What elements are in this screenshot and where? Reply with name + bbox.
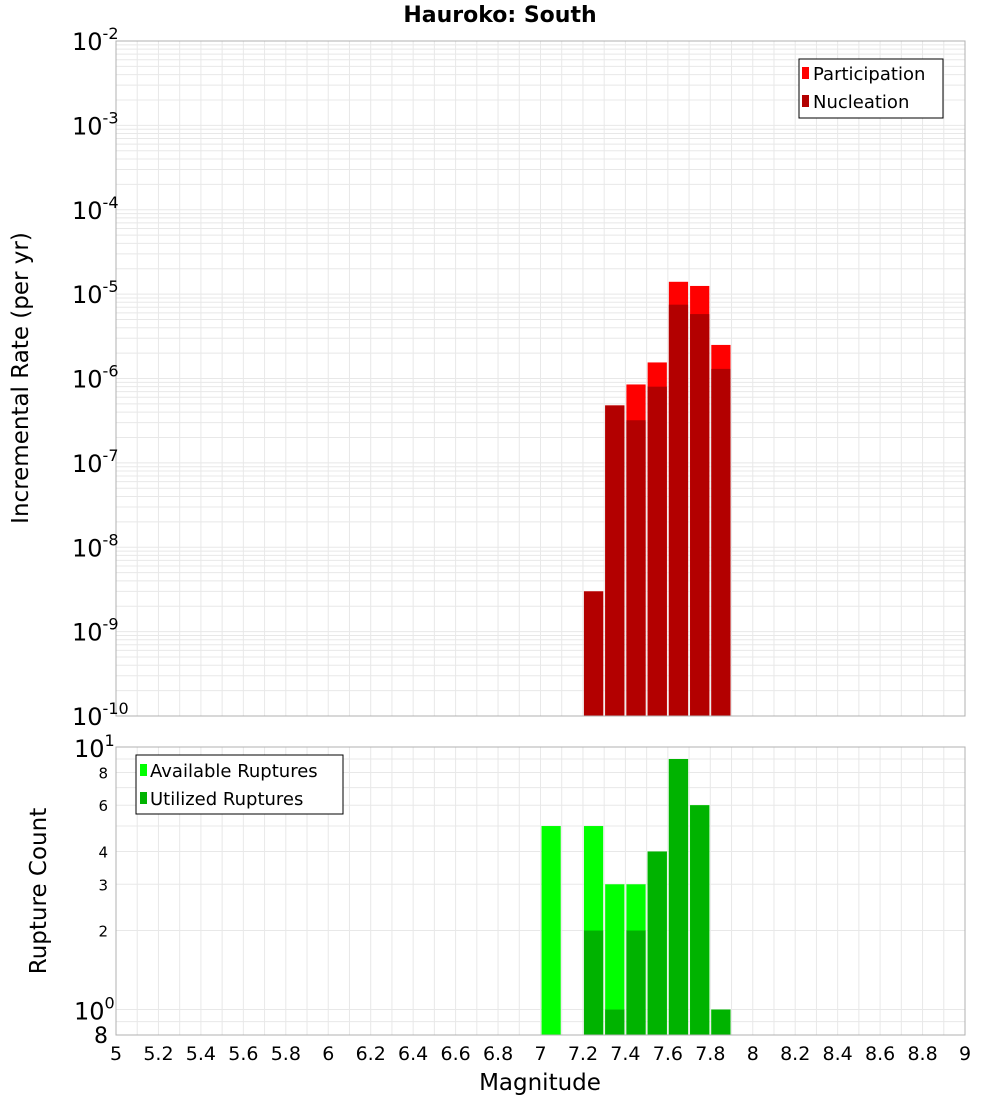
nucleation-bar [605,405,625,716]
utilized-ruptures-bar [668,759,689,1035]
x-tick-label: 6 [322,1043,334,1065]
bottom-legend: Available Ruptures Utilized Ruptures [135,754,344,815]
top-legend: Participation Nucleation [798,58,944,119]
x-tick-label: 8.2 [780,1043,810,1065]
top-panel-grid [116,41,966,717]
available-legend-label: Available Ruptures [150,761,318,782]
top-y-tick-label: 10-9 [72,615,119,647]
x-tick-label: 5.2 [143,1043,173,1065]
available-legend-swatch [140,764,147,776]
x-tick-label: 7.6 [653,1043,683,1065]
utilized-ruptures-bar [711,1009,731,1035]
nucleation-bar [668,304,689,716]
bottom-panel-bars [541,759,731,1035]
x-tick-label: 5 [110,1043,122,1065]
bottom-y-minor-tick-label: 8 [98,764,108,782]
nucleation-bar [583,591,604,716]
participation-legend-label: Participation [813,64,925,85]
x-tick-label: 8.4 [823,1043,853,1065]
x-tick-label: 5.4 [186,1043,216,1065]
bottom-y-minor-tick-label: 4 [98,843,108,861]
x-tick-label: 7.8 [695,1043,725,1065]
utilized-ruptures-bar [626,930,646,1035]
x-tick-label: 7.2 [568,1043,598,1065]
bottom-y-axis-label: Rupture Count [26,808,52,974]
x-tick-label: 6.8 [483,1043,513,1065]
nucleation-bar [690,314,710,716]
x-tick-label: 9 [959,1043,971,1065]
bottom-legend-box [135,754,344,815]
top-legend-box [798,58,944,119]
utilized-legend-swatch [140,792,147,804]
x-axis-label: Magnitude [479,1070,601,1096]
available-ruptures-bar [541,826,561,1035]
utilized-legend-label: Utilized Ruptures [150,789,303,810]
top-panel-y-axis: 10-10 10-9 10-8 10-7 10-6 10-5 10-4 10-3 10-2 [72,24,129,731]
utilized-ruptures-bar [583,930,604,1035]
participation-legend-swatch [802,67,809,79]
top-y-tick-label: 10-10 [72,699,129,731]
utilized-ruptures-bar [647,851,667,1035]
bottom-y-minor-tick-label: 3 [98,876,108,894]
available-ruptures-bar [605,884,625,1035]
top-y-tick-label: 10-4 [72,193,119,225]
nucleation-bar [647,386,667,716]
top-y-axis-label: Incremental Rate (per yr) [8,232,34,524]
x-tick-label: 6.6 [440,1043,470,1065]
bottom-y-minor-tick-label: 6 [98,797,108,815]
top-y-tick-label: 10-6 [72,362,119,394]
utilized-ruptures-bar [690,805,710,1035]
x-tick-label: 5.8 [271,1043,301,1065]
x-tick-label: 8.6 [865,1043,895,1065]
bottom-y-major-tick-label: 100 [74,994,115,1026]
x-tick-label: 8.8 [907,1043,937,1065]
top-panel-frame [115,40,966,717]
chart-title: Hauroko: South [403,3,596,28]
bottom-panel-frame [115,746,966,1036]
x-tick-label: 7.4 [610,1043,640,1065]
nucleation-bar [626,420,646,716]
top-y-tick-label: 10-8 [72,530,119,562]
utilized-ruptures-bar [605,1009,625,1035]
bottom-y-minor-tick-label: 8 [94,1024,108,1049]
x-tick-label: 6.2 [356,1043,386,1065]
nucleation-legend-label: Nucleation [813,92,909,113]
bottom-y-major-tick-label: 101 [74,731,115,763]
nucleation-bar [711,368,731,716]
x-axis: 5 5.2 5.4 5.6 5.8 6 6.2 6.4 6.6 6.8 7 7.2 7.4 7.6 7.8 8… [110,1043,971,1065]
x-tick-label: 7 [534,1043,546,1065]
nucleation-legend-swatch [802,95,809,107]
top-y-tick-label: 10-7 [72,446,119,478]
x-tick-label: 6.4 [398,1043,428,1065]
top-panel-bars [583,281,731,716]
top-y-tick-label: 10-3 [72,108,119,140]
x-tick-label: 5.6 [228,1043,258,1065]
top-y-tick-label: 10-2 [72,24,119,56]
bottom-y-minor-tick-label: 2 [98,923,108,941]
top-y-tick-label: 10-5 [72,277,119,309]
x-tick-label: 8 [747,1043,759,1065]
